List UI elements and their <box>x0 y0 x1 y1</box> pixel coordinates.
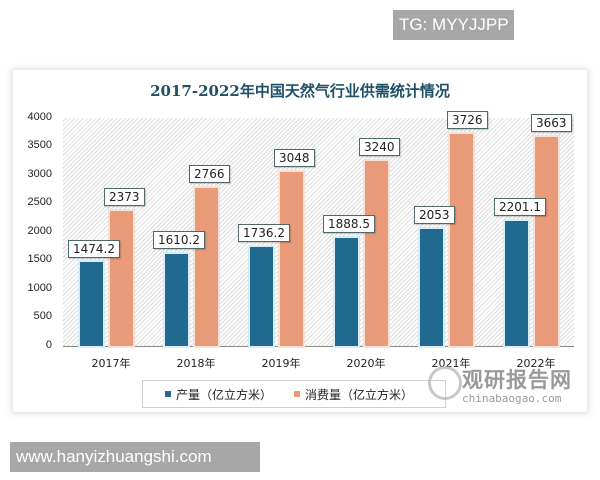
x-tick-2019: 2019年 <box>261 357 301 370</box>
bar-consumption-2017 <box>110 211 133 346</box>
bar-production-2019 <box>250 247 273 346</box>
bar-consumption-2019 <box>280 172 303 346</box>
value-label-production-2017: 1474.2 <box>68 240 120 258</box>
legend-item-consumption: 消费量（亿立方米） <box>294 386 413 403</box>
value-label-consumption-2021: 3726 <box>447 111 488 129</box>
bar-consumption-2020 <box>365 161 388 346</box>
y-tick-500: 500 <box>33 310 52 322</box>
bar-production-2021 <box>420 229 443 346</box>
y-tick-4000: 4000 <box>27 111 52 123</box>
legend-label-production: 产量（亿立方米） <box>176 387 273 402</box>
y-tick-2500: 2500 <box>27 196 52 208</box>
x-axis-line <box>63 346 574 347</box>
tg-watermark-badge: TG: MYYJJPP <box>393 10 514 40</box>
watermark-cn-text: 观研报告网 <box>462 368 572 392</box>
chart-title: 2017-2022年中国天然气行业供需统计情况 <box>150 82 450 100</box>
bar-consumption-2022 <box>535 137 558 346</box>
value-label-consumption-2020: 3240 <box>359 138 400 156</box>
bar-production-2020 <box>335 238 358 346</box>
x-tick-2020: 2020年 <box>346 357 386 370</box>
value-label-production-2020: 1888.5 <box>323 215 375 233</box>
chinabaogao-logo-icon <box>428 366 462 400</box>
y-tick-2000: 2000 <box>27 225 52 237</box>
bar-consumption-2021 <box>450 134 473 346</box>
y-tick-3000: 3000 <box>27 168 52 180</box>
value-label-consumption-2019: 3048 <box>274 149 315 167</box>
x-tick-2018: 2018年 <box>176 357 216 370</box>
value-label-production-2022: 2201.1 <box>494 198 546 216</box>
y-tick-1000: 1000 <box>27 282 52 294</box>
bar-production-2022 <box>505 221 528 346</box>
plot-area <box>63 118 574 346</box>
legend-label-consumption: 消费量（亿立方米） <box>305 387 414 402</box>
x-tick-2022: 2022年 <box>516 357 556 370</box>
bar-consumption-2018 <box>195 188 218 346</box>
url-watermark-badge: www.hanyizhuangshi.com <box>10 442 260 472</box>
legend-swatch-production <box>165 391 171 397</box>
value-label-production-2018: 1610.2 <box>153 231 205 249</box>
y-tick-1500: 1500 <box>27 253 52 265</box>
value-label-consumption-2017: 2373 <box>104 188 145 206</box>
value-label-consumption-2018: 2766 <box>189 165 230 183</box>
y-tick-3500: 3500 <box>27 139 52 151</box>
y-tick-0: 0 <box>45 339 52 351</box>
chinabaogao-watermark: 观研报告网 chinabaogao.com <box>428 362 582 412</box>
value-label-production-2021: 2053 <box>414 206 455 224</box>
value-label-consumption-2022: 3663 <box>531 114 572 132</box>
bar-production-2018 <box>165 254 188 346</box>
legend-item-production: 产量（亿立方米） <box>165 386 272 403</box>
legend-swatch-consumption <box>294 391 301 397</box>
value-label-production-2019: 1736.2 <box>238 224 290 242</box>
bar-production-2017 <box>80 262 103 346</box>
watermark-en-text: chinabaogao.com <box>462 392 562 405</box>
chart-legend: 产量（亿立方米） 消费量（亿立方米） <box>142 380 446 408</box>
x-tick-2017: 2017年 <box>91 357 131 370</box>
